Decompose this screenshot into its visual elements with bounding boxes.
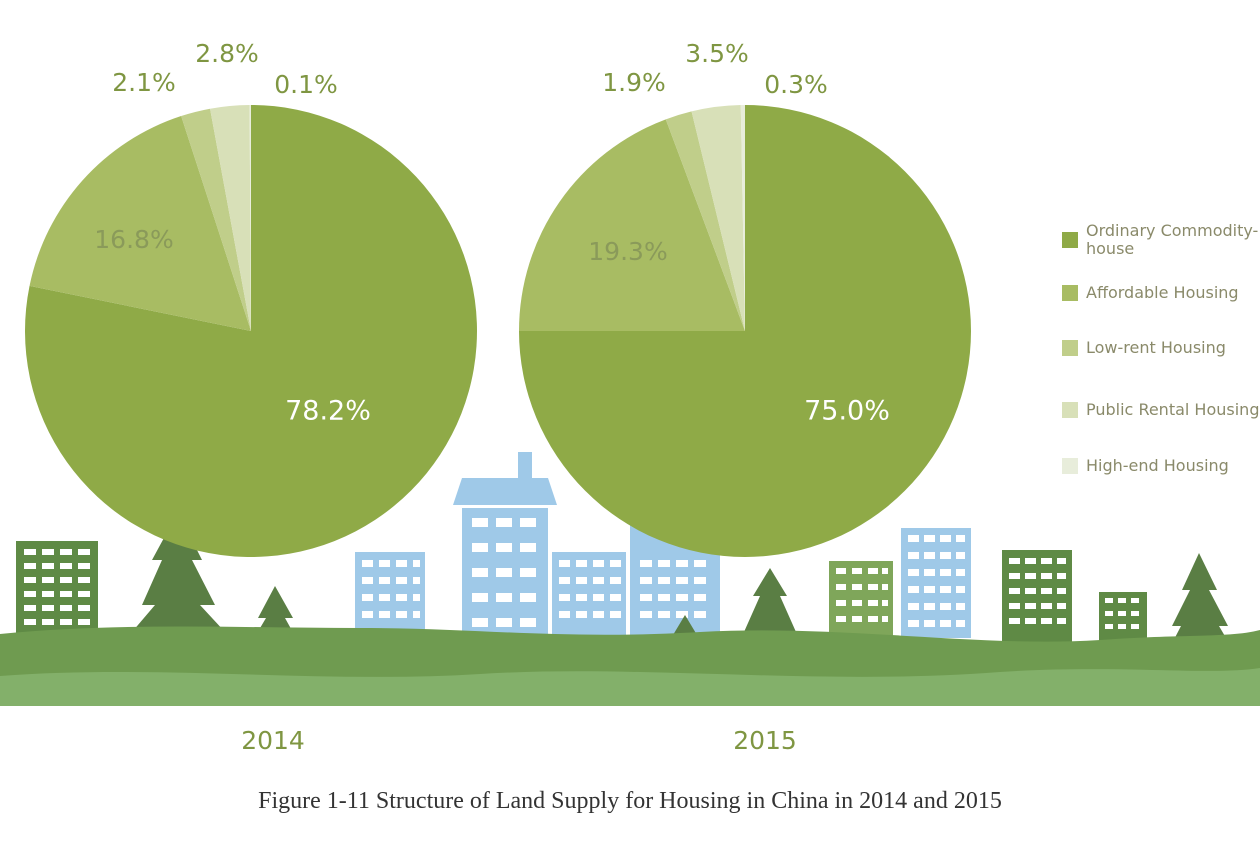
data-label-ordinary-commodity-house: 78.2% [285, 396, 371, 427]
legend-item-public-rental-housing: Public Rental Housing [1062, 401, 1260, 419]
data-label-public-rental-housing: 3.5% [685, 39, 749, 68]
pie-slice-ordinary-commodity-house [24, 105, 477, 557]
pie-slice-public-rental-housing [210, 105, 251, 332]
pie-slice-affordable-housing [29, 116, 251, 332]
data-label-low-rent-housing: 1.9% [602, 68, 666, 97]
legend-item-affordable-housing: Affordable Housing [1062, 284, 1260, 302]
year-label-2014: 2014 [241, 726, 305, 755]
data-label-ordinary-commodity-house: 75.0% [804, 396, 890, 427]
legend-swatch [1062, 458, 1078, 474]
pie-2014: 78.2% 16.8% 2.1% 2.8% 0.1% [24, 39, 477, 557]
pie-slice-public-rental-housing [691, 105, 745, 331]
legend-swatch [1062, 232, 1078, 248]
legend-item-ordinary-commodity-house: Ordinary Commodity-house [1062, 222, 1260, 258]
legend-label: High-end Housing [1086, 456, 1229, 475]
city-skyline-illustration [0, 452, 1260, 706]
legend-item-low-rent-housing: Low-rent Housing [1062, 339, 1260, 357]
building-blue-3 [552, 552, 626, 637]
legend-item-high-end-housing: High-end Housing [1062, 457, 1260, 475]
data-label-affordable-housing: 16.8% [94, 225, 173, 254]
legend-swatch [1062, 402, 1078, 418]
building-green-mid [829, 561, 893, 639]
legend-label: Public Rental Housing [1086, 400, 1260, 419]
building-blue-right [901, 528, 971, 638]
legend-swatch [1062, 340, 1078, 356]
legend-label: Affordable Housing [1086, 283, 1239, 302]
pie-slice-high-end-housing [249, 105, 251, 331]
data-label-high-end-housing: 0.3% [764, 70, 828, 99]
legend-label: Low-rent Housing [1086, 338, 1226, 357]
data-label-high-end-housing: 0.1% [274, 70, 338, 99]
ground-hill-front [0, 668, 1260, 706]
year-label-2015: 2015 [733, 726, 797, 755]
legend-swatch [1062, 285, 1078, 301]
data-label-low-rent-housing: 2.1% [112, 68, 176, 97]
building-blue-tall [453, 452, 557, 638]
pie-slice-high-end-housing [740, 105, 745, 331]
building-blue-1 [355, 552, 425, 637]
data-label-affordable-housing: 19.3% [588, 237, 667, 266]
pie-slice-low-rent-housing [181, 108, 251, 331]
building-green-right [1002, 550, 1072, 642]
building-green-small [1099, 592, 1147, 644]
pie-charts: 78.2% 16.8% 2.1% 2.8% 0.1% 75.0% 19.3% 1.9% 3.5%… [24, 39, 971, 557]
pie-slice-affordable-housing [519, 119, 745, 332]
building-green-left [16, 541, 98, 641]
figure-caption: Figure 1-11 Structure of Land Supply for… [258, 788, 1002, 814]
pie-slice-low-rent-housing [665, 111, 745, 332]
pie-2015: 75.0% 19.3% 1.9% 3.5% 0.3% [519, 39, 971, 557]
data-label-public-rental-housing: 2.8% [195, 39, 259, 68]
legend-label: Ordinary Commodity-house [1086, 221, 1259, 258]
